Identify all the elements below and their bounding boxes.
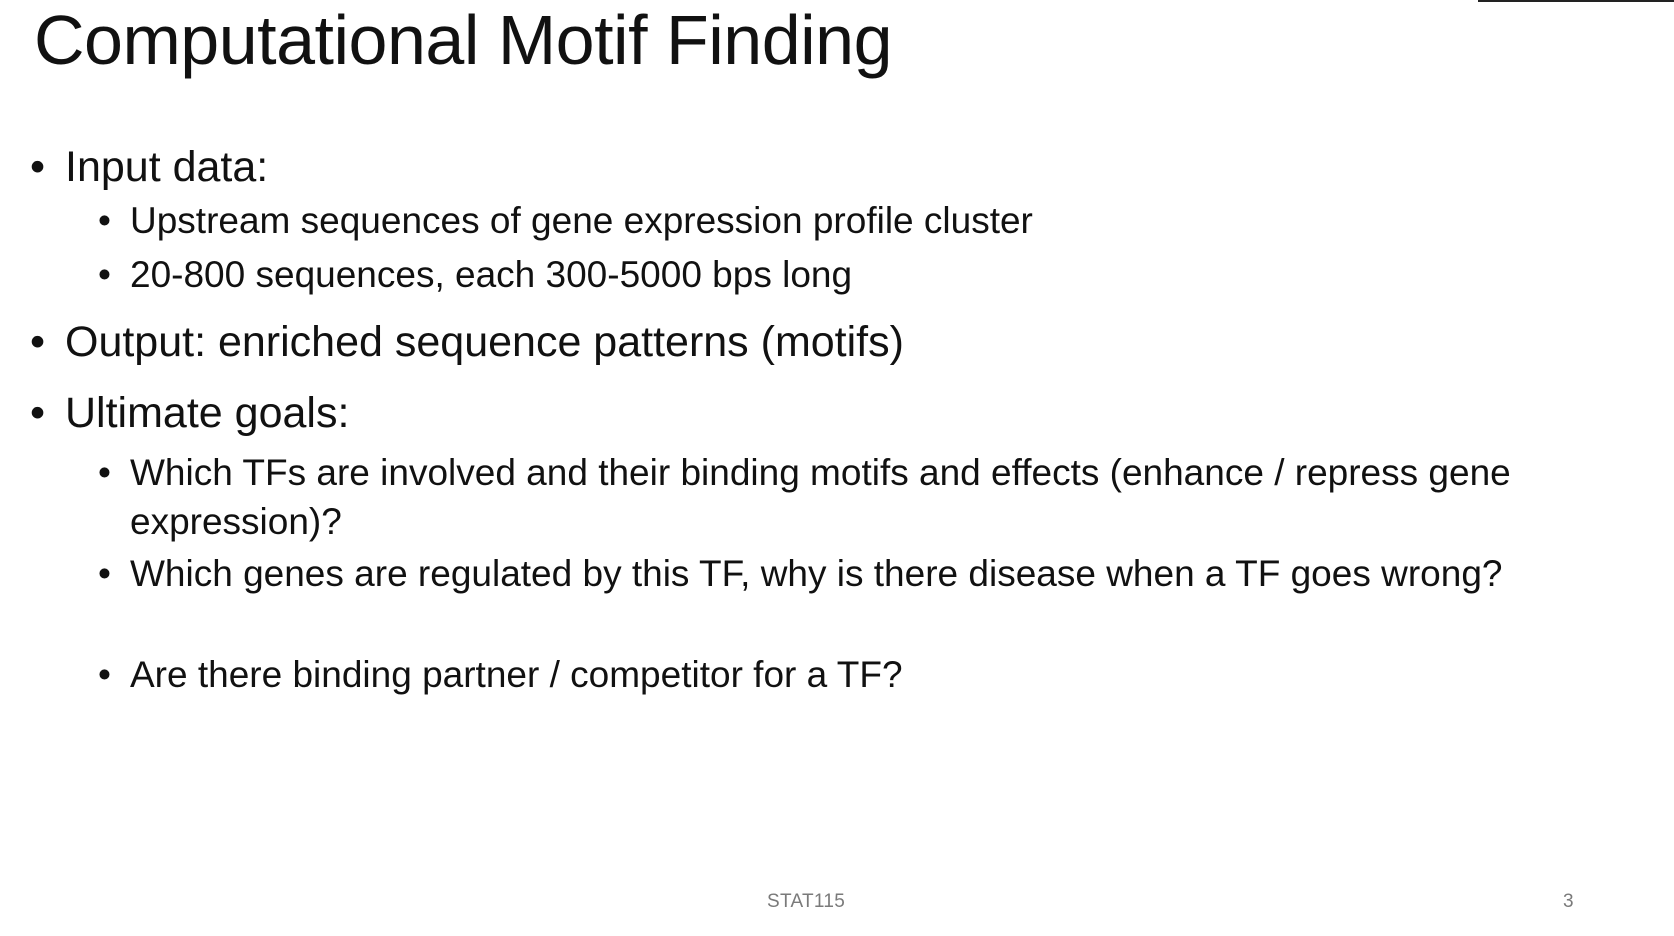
sub-bullet-binding-partner: • Are there binding partner / competitor… bbox=[98, 650, 1600, 699]
footer-course-label: STAT115 bbox=[767, 891, 846, 912]
bullet-ultimate-goals: • Ultimate goals: bbox=[30, 388, 350, 440]
bullet-icon: • bbox=[30, 318, 46, 366]
bullet-text: Input data: bbox=[65, 143, 269, 191]
sub-bullet-text: Which TFs are involved and their binding… bbox=[130, 452, 1511, 542]
sub-bullet-text: Are there binding partner / competitor f… bbox=[130, 654, 903, 695]
bullet-text: Output: enriched sequence patterns (moti… bbox=[65, 318, 904, 366]
sub-bullet-text: Which genes are regulated by this TF, wh… bbox=[130, 553, 1503, 594]
bullet-output: • Output: enriched sequence patterns (mo… bbox=[30, 317, 904, 369]
sub-bullet-text: 20-800 sequences, each 300-5000 bps long bbox=[130, 254, 853, 295]
page-number: 3 bbox=[1563, 891, 1574, 912]
sub-bullet-upstream: • Upstream sequences of gene expression … bbox=[98, 196, 1600, 245]
sub-bullet-sequences: • 20-800 sequences, each 300-5000 bps lo… bbox=[98, 250, 1600, 299]
slide-title: Computational Motif Finding bbox=[34, 1, 893, 79]
bullet-icon: • bbox=[30, 389, 46, 437]
bullet-icon: • bbox=[98, 200, 111, 241]
bullet-text: Ultimate goals: bbox=[65, 389, 350, 437]
sub-bullet-which-tfs: • Which TFs are involved and their bindi… bbox=[98, 448, 1600, 546]
bullet-icon: • bbox=[30, 143, 46, 191]
bullet-icon: • bbox=[98, 654, 111, 695]
top-divider bbox=[1478, 0, 1674, 2]
sub-bullet-which-genes: • Which genes are regulated by this TF, … bbox=[98, 549, 1600, 598]
bullet-input-data: • Input data: bbox=[30, 142, 269, 194]
bullet-icon: • bbox=[98, 452, 111, 493]
sub-bullet-text: Upstream sequences of gene expression pr… bbox=[130, 200, 1033, 241]
bullet-icon: • bbox=[98, 254, 111, 295]
bullet-icon: • bbox=[98, 553, 111, 594]
